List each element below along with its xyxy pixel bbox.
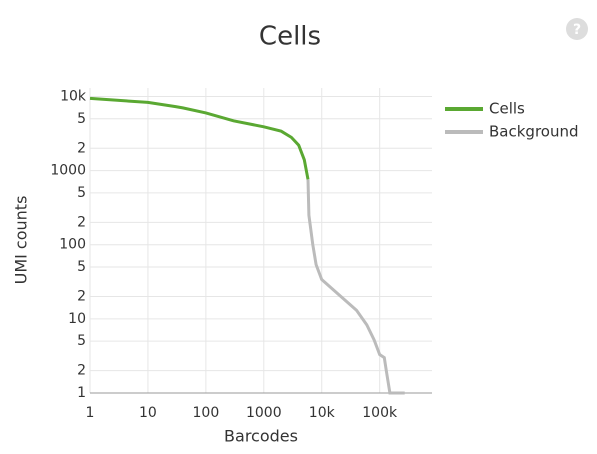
series-line [89,96,310,180]
svg-text:?: ? [573,22,581,38]
x-axis-label: Barcodes [224,427,298,446]
x-tick-label: 100 [193,405,220,421]
x-tick-label: 10 [139,405,157,421]
x-tick-label: 1 [86,405,95,421]
help-icon[interactable]: ? [566,18,588,40]
legend-label: Cells [489,100,525,118]
x-tick-label: 1000 [246,405,282,421]
chart-title: Cells [259,22,321,52]
x-tick-label: 100k [362,405,398,421]
y-tick-label: 5 [77,111,86,127]
legend-label: Background [489,123,579,141]
y-tick-label: 1000 [50,163,86,179]
y-tick-label: 5 [77,259,86,275]
y-tick-label: 2 [77,140,86,156]
y-tick-label: 2 [77,363,86,379]
series-line [306,179,405,395]
y-tick-label: 2 [77,214,86,230]
y-tick-label: 10k [60,88,87,104]
y-tick-label: 5 [77,333,86,349]
y-tick-label: 1 [77,385,86,401]
y-axis-label: UMI counts [12,196,31,285]
y-tick-label: 100 [59,237,86,253]
y-tick-label: 2 [77,289,86,305]
y-tick-label: 10 [68,311,86,327]
y-tick-label: 5 [77,185,86,201]
x-tick-label: 10k [309,405,336,421]
